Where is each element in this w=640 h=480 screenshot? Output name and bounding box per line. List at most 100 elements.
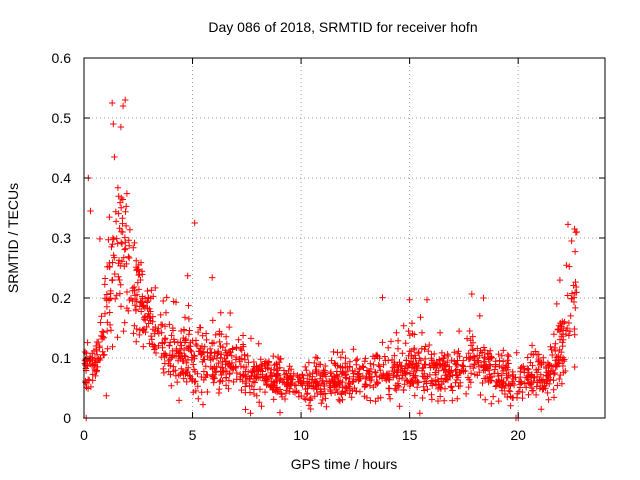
data-point [538,361,545,368]
x-tick-label: 20 [510,427,526,443]
data-point [209,317,216,324]
data-point [487,377,494,384]
data-point [182,353,189,360]
data-point [471,361,478,369]
data-point [289,388,297,395]
data-point [338,370,345,378]
data-point [423,296,431,303]
data-point [571,331,578,338]
data-point [235,336,242,343]
data-point [571,363,578,371]
data-point [344,367,352,375]
data-point [396,375,403,382]
data-point [487,347,494,354]
data-point [546,380,553,388]
data-point [240,364,248,371]
data-point [328,373,335,380]
data-point [517,365,524,372]
data-point [426,341,433,349]
data-point [545,396,552,403]
data-point [298,392,305,400]
data-point [168,382,175,389]
data-point [328,357,335,364]
data-point [408,364,415,371]
data-point [366,375,373,382]
data-point [385,391,393,398]
data-point [444,376,452,384]
data-point [100,352,107,359]
data-point [422,355,429,363]
data-point [245,359,252,366]
data-point [172,372,180,379]
data-point [449,387,456,394]
data-point [255,340,262,347]
data-point [343,384,350,391]
data-point [354,355,361,363]
data-point [271,379,278,386]
data-point [391,385,399,392]
data-point [531,374,538,382]
data-point [476,312,483,320]
data-point [299,371,306,378]
data-point [389,364,397,371]
data-point [144,305,151,312]
data-point [228,359,236,367]
data-point [554,382,561,389]
data-point [169,324,176,332]
data-point [108,243,115,251]
data-point [119,215,126,222]
data-point [104,345,111,352]
data-point [117,281,124,288]
data-point [216,385,223,393]
data-point [106,263,113,270]
data-point [454,357,461,364]
data-point [206,345,214,353]
data-point [515,378,523,385]
data-point [133,298,140,305]
data-point [509,368,516,376]
data-point [498,364,506,371]
data-point [258,403,265,410]
data-point [496,357,503,364]
data-point [161,323,169,330]
data-point [385,344,392,351]
data-point [313,370,320,377]
data-point [431,362,438,369]
data-point [539,378,546,386]
data-point [474,352,481,359]
data-point [424,386,431,393]
data-point [395,366,402,373]
data-point [428,391,435,398]
data-point [105,236,112,243]
data-point [543,372,550,379]
data-point [226,369,234,377]
data-point [217,309,224,316]
data-point [127,295,135,302]
data-point [559,342,566,350]
data-point [115,210,122,217]
data-point [312,354,320,361]
data-point [185,302,192,309]
data-point [447,372,454,380]
data-point [380,361,387,368]
data-point [552,340,559,347]
data-point [230,365,237,372]
data-point [98,313,105,320]
data-point [323,378,330,385]
data-point [406,296,413,303]
data-point [212,331,219,339]
data-point [374,353,381,360]
data-point [155,342,162,349]
data-point [125,237,132,244]
data-point [431,350,438,358]
data-point [337,354,344,361]
data-point [500,347,507,354]
data-point [261,388,269,396]
data-point [246,389,254,396]
data-point [186,372,193,379]
data-point [160,365,167,373]
data-point [303,367,310,374]
data-point [196,324,203,331]
data-point [379,294,386,301]
y-tick-label: 0.4 [52,170,72,186]
